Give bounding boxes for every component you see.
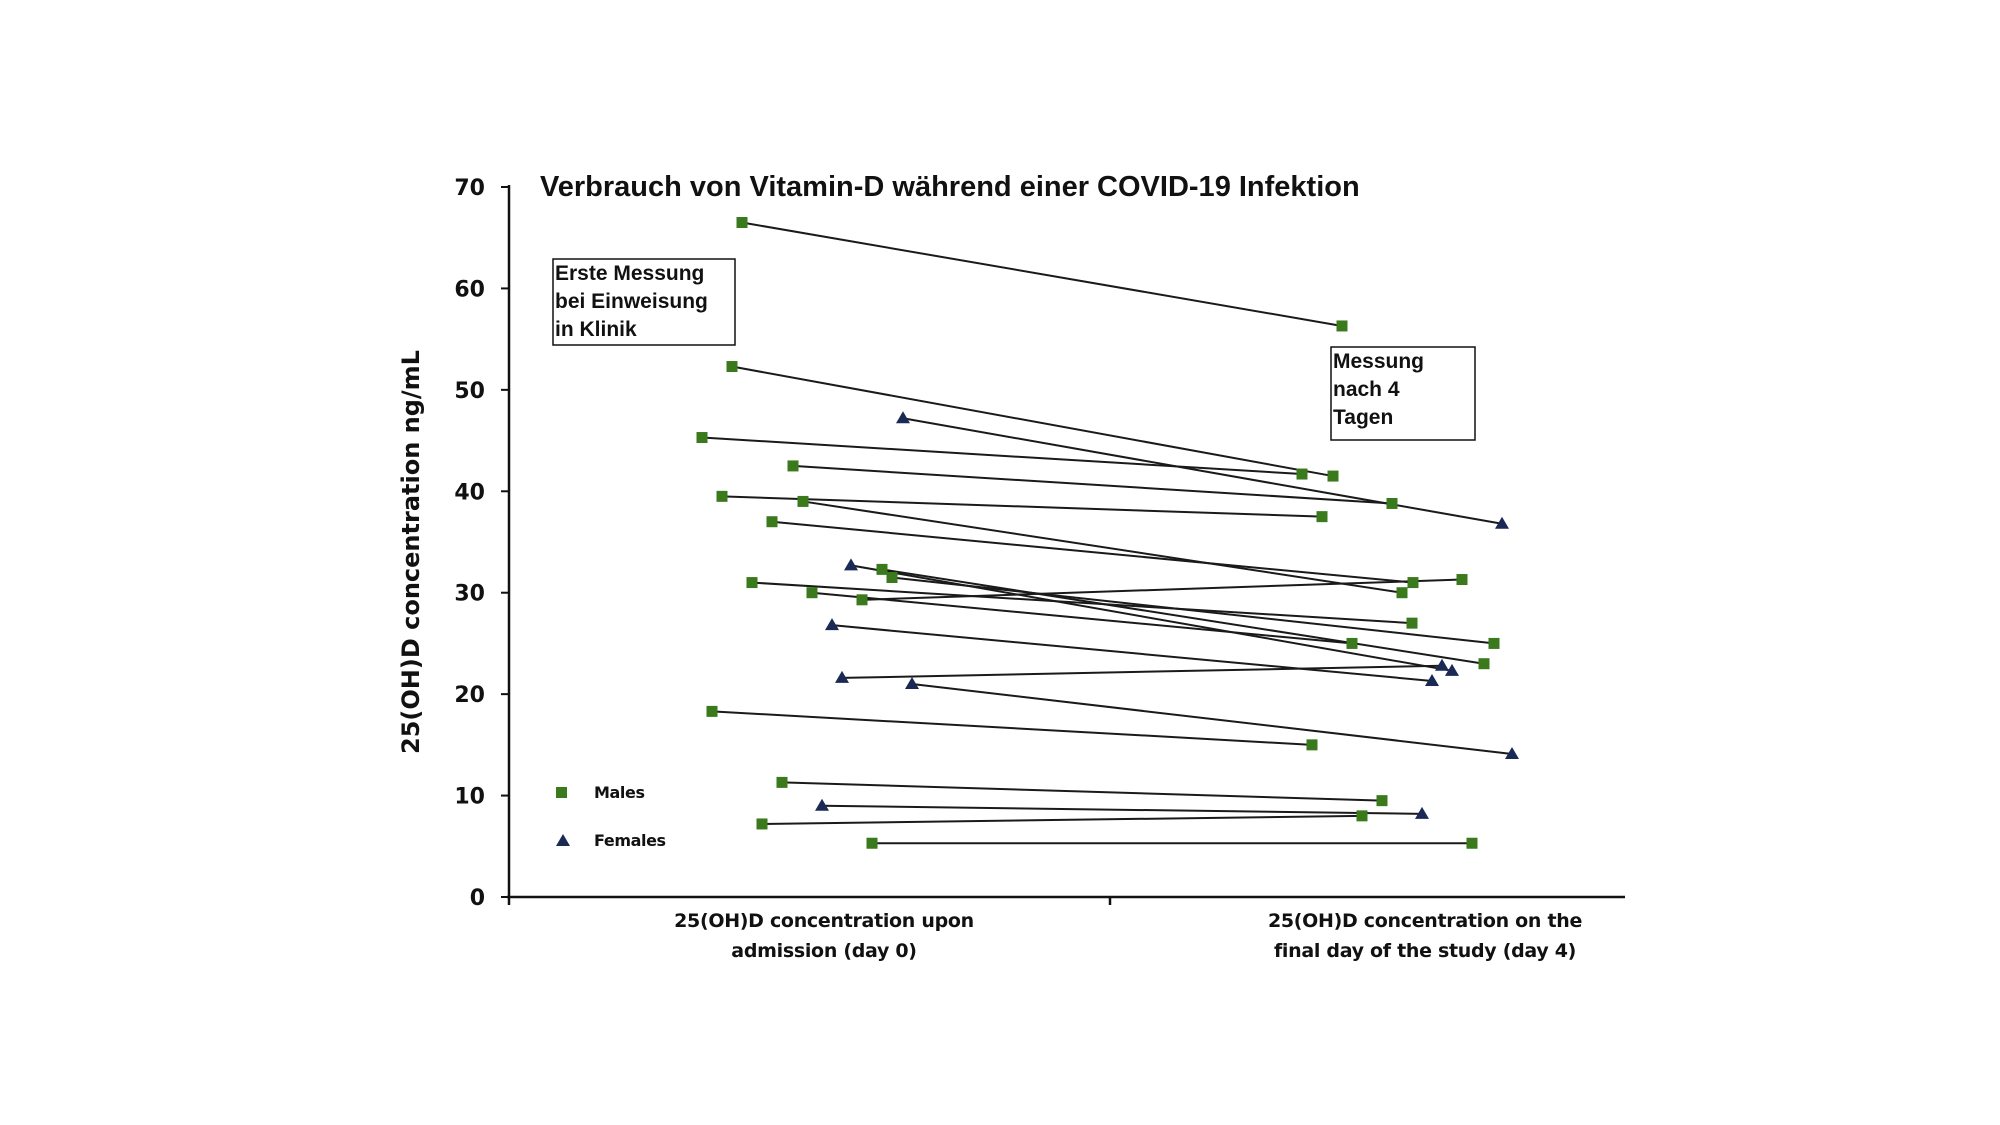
y-tick-label: 40 xyxy=(454,480,485,505)
male-point xyxy=(806,587,818,599)
chart-title: Verbrauch von Vitamin-D während einer CO… xyxy=(540,171,1360,203)
legend-label: Females xyxy=(594,831,666,850)
series-line xyxy=(821,804,1423,815)
y-tick-label: 60 xyxy=(454,277,485,302)
male-point xyxy=(1327,470,1339,482)
x-category-label: admission (day 0) xyxy=(731,940,916,962)
female-point xyxy=(844,558,858,571)
series-line xyxy=(911,683,1513,755)
x-category-label: 25(OH)D concentration on the xyxy=(1268,910,1582,932)
female-point xyxy=(1425,673,1439,686)
male-point xyxy=(856,594,868,606)
annotation-text: Erste Messung xyxy=(555,262,704,285)
series-line xyxy=(761,814,1363,825)
male-point xyxy=(1346,637,1358,649)
male-point xyxy=(756,818,768,830)
y-tick-label: 50 xyxy=(454,379,485,404)
annotation-admission: Erste Messung bei Einweisung in Klinik xyxy=(552,258,736,346)
male-point xyxy=(746,577,758,589)
series-line xyxy=(802,500,1403,594)
series-line xyxy=(711,710,1313,746)
y-tick-label: 20 xyxy=(454,683,485,708)
annotation-box xyxy=(552,258,736,346)
series-line xyxy=(792,464,1393,505)
series-line xyxy=(841,664,1443,679)
legend-female-marker xyxy=(556,834,570,846)
female-point xyxy=(905,677,919,689)
y-tick-label: 30 xyxy=(454,582,485,607)
female-point xyxy=(825,618,839,631)
series-line xyxy=(731,365,1334,478)
male-point xyxy=(706,705,718,717)
female-point xyxy=(1445,663,1459,676)
male-point xyxy=(1466,837,1478,849)
series-line xyxy=(741,221,1343,327)
male-point xyxy=(797,495,809,507)
annotation-box xyxy=(1330,346,1476,441)
male-point xyxy=(787,460,799,472)
male-point xyxy=(1376,795,1388,807)
female-point xyxy=(815,798,829,811)
y-axis-title: 25(OH)D concentration ng/mL xyxy=(397,350,425,754)
series-line xyxy=(781,781,1383,802)
annotation-text: bei Einweisung xyxy=(555,290,708,313)
series-line xyxy=(721,495,1323,518)
male-point xyxy=(1306,739,1318,751)
male-point xyxy=(876,563,888,575)
male-point xyxy=(1356,810,1368,822)
legend-male-marker xyxy=(556,787,567,798)
x-category-label: 25(OH)D concentration upon xyxy=(674,910,974,932)
male-point xyxy=(766,516,778,528)
series-line xyxy=(771,520,1414,584)
annotation-text: nach 4 xyxy=(1333,378,1400,401)
male-point xyxy=(1406,617,1418,629)
male-point xyxy=(1488,637,1500,649)
annotation-text: Messung xyxy=(1333,350,1424,373)
annotation-text: in Klinik xyxy=(555,318,637,341)
series-line xyxy=(902,417,1503,525)
male-point xyxy=(1478,658,1490,670)
female-point xyxy=(1505,746,1519,759)
legend-label: Males xyxy=(594,783,645,802)
male-point xyxy=(726,361,738,373)
annotation-text: Tagen xyxy=(1333,406,1393,429)
series-line xyxy=(831,624,1433,682)
annotation-day4: Messung nach 4 Tagen xyxy=(1330,346,1476,441)
series-line xyxy=(850,564,1453,672)
male-point xyxy=(1296,468,1308,480)
male-point xyxy=(736,217,748,228)
series-line xyxy=(811,591,1353,645)
female-point xyxy=(835,670,849,683)
series-line xyxy=(861,578,1463,601)
y-tick-label: 0 xyxy=(470,886,485,911)
male-point xyxy=(696,432,708,444)
series-line xyxy=(751,581,1413,625)
female-point xyxy=(896,411,910,424)
male-point xyxy=(866,837,878,849)
male-point xyxy=(886,572,898,583)
male-point xyxy=(1456,574,1468,586)
male-point xyxy=(1336,320,1348,332)
female-point xyxy=(1435,658,1449,671)
male-point xyxy=(1396,587,1408,599)
male-point xyxy=(1407,577,1419,589)
y-tick-label: 70 xyxy=(454,176,485,201)
male-point xyxy=(1386,497,1398,509)
series-line xyxy=(881,568,1485,665)
male-point xyxy=(1316,511,1328,523)
y-tick-label: 10 xyxy=(454,785,485,810)
male-point xyxy=(716,490,728,502)
female-point xyxy=(1495,516,1509,529)
female-point xyxy=(1415,806,1429,819)
x-category-label: final day of the study (day 4) xyxy=(1274,940,1576,962)
male-point xyxy=(776,776,788,788)
series-line xyxy=(701,436,1303,476)
